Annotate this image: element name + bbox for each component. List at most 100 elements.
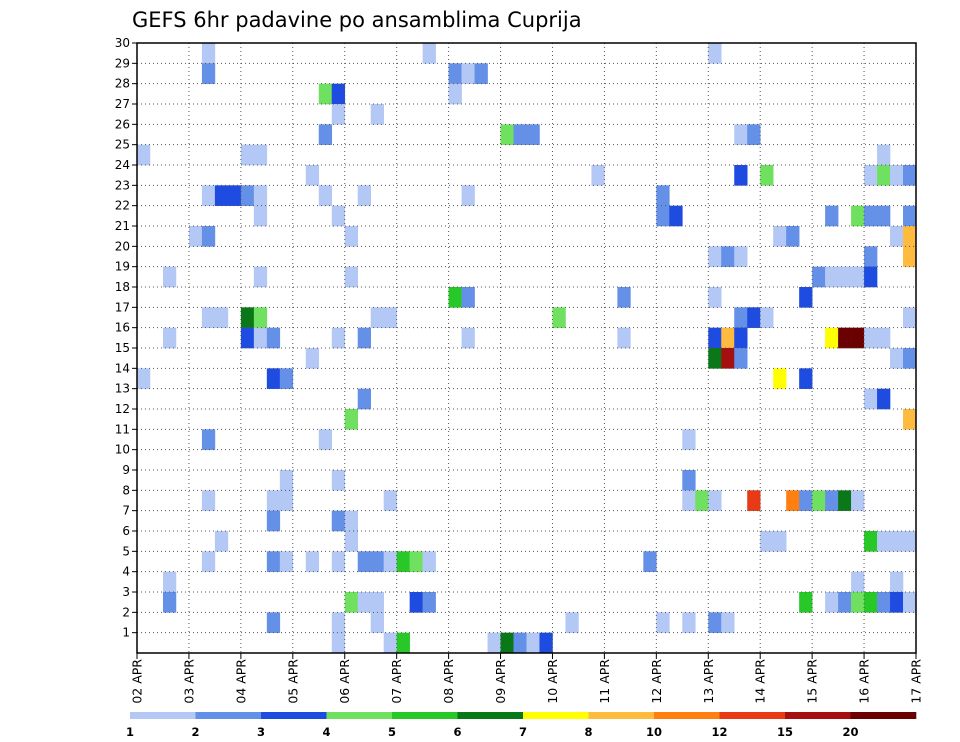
heatmap-cell (747, 307, 761, 328)
heatmap-cell (773, 368, 787, 389)
heatmap-cell (903, 409, 917, 430)
heatmap-cell (461, 327, 475, 349)
heatmap-cell (461, 287, 475, 308)
heatmap-cell (708, 287, 722, 308)
heatmap-cell (708, 490, 722, 511)
heatmap-cell (253, 205, 268, 227)
heatmap-cell (383, 551, 397, 572)
x-tick-label: 02 APR (130, 659, 145, 704)
y-tick-label: 26 (115, 117, 130, 131)
heatmap-cell (617, 287, 631, 308)
heatmap-cell (747, 490, 761, 511)
y-tick-label: 2 (122, 605, 130, 619)
heatmap-cell (669, 205, 683, 227)
heatmap-cell (903, 592, 917, 613)
heatmap-cell (721, 612, 735, 633)
heatmap-cell (201, 551, 216, 572)
heatmap-cell (851, 490, 865, 511)
heatmap-cell (877, 327, 891, 349)
colorbar-label: 1 (126, 725, 134, 739)
heatmap-cell (331, 205, 346, 227)
colorbar-label: 10 (646, 725, 662, 739)
y-tick-label: 30 (115, 36, 130, 50)
colorbar-swatch (719, 712, 786, 719)
heatmap-cell (864, 388, 878, 410)
colorbar-swatch (588, 712, 655, 719)
heatmap-cell (656, 205, 670, 227)
x-tick-label: 12 APR (649, 659, 664, 704)
heatmap-cell (318, 429, 333, 450)
heatmap-cell (812, 490, 826, 511)
y-tick-label: 6 (122, 524, 130, 538)
chart-title: GEFS 6hr padavine po ansamblima Cuprija (132, 8, 582, 32)
heatmap-cell (734, 246, 748, 267)
heatmap-cell (708, 612, 722, 633)
heatmap-cell (708, 246, 722, 267)
heatmap-cell (903, 246, 917, 267)
heatmap-cell (487, 632, 501, 654)
heatmap-cell (526, 632, 540, 654)
heatmap-cell (721, 246, 735, 267)
heatmap-cell (500, 124, 514, 145)
heatmap-cell (318, 185, 333, 206)
heatmap-cell (266, 490, 281, 511)
heatmap-cell (760, 165, 774, 186)
heatmap-cell (279, 368, 294, 389)
heatmap-cell (201, 429, 216, 450)
heatmap-cell (214, 307, 229, 328)
heatmap-cell (851, 327, 865, 349)
heatmap-cell (461, 185, 475, 206)
x-tick-label: 09 APR (493, 659, 508, 704)
heatmap-cell (708, 43, 722, 64)
heatmap-cell (877, 205, 891, 227)
colorbar-swatch (523, 712, 589, 719)
heatmap-cell (240, 307, 255, 328)
colorbar-swatch (850, 712, 917, 719)
heatmap-cell (422, 592, 436, 613)
heatmap-cell (318, 124, 333, 145)
heatmap-cell (864, 246, 878, 267)
heatmap-cell (396, 632, 410, 654)
heatmap-cell (877, 388, 891, 410)
heatmap-cell (695, 490, 709, 511)
heatmap-cell (864, 531, 878, 552)
colorbar-label: 6 (453, 725, 461, 739)
heatmap-cell (877, 165, 891, 186)
heatmap-cell (799, 287, 813, 308)
colorbar-label: 4 (322, 725, 330, 739)
heatmap-cell (344, 510, 359, 532)
x-tick-label: 13 APR (701, 659, 716, 704)
heatmap-cell (357, 388, 371, 410)
colorbar-swatch (130, 712, 196, 719)
heatmap-cell (877, 592, 891, 613)
heatmap-cell (825, 327, 839, 349)
heatmap-cell (214, 531, 229, 552)
heatmap-cell (331, 632, 346, 654)
heatmap-cell (864, 165, 878, 186)
x-axis: 02 APR 03 APR 04 APR 05 APR 06 APR 07 APR 08 A… (130, 653, 924, 704)
heatmap-cell (799, 368, 813, 389)
heatmap-cell (331, 612, 346, 633)
heatmap-cell (500, 632, 514, 654)
heatmap-cell (448, 83, 462, 105)
heatmap-cell (396, 551, 410, 572)
heatmap-cell (513, 124, 527, 145)
heatmap-cell (201, 226, 216, 247)
y-tick-label: 3 (122, 585, 130, 599)
heatmap-cell (617, 327, 631, 349)
heatmap-cell (461, 63, 475, 84)
heatmap-cell (734, 327, 748, 349)
heatmap-cell (279, 551, 294, 572)
heatmap-cell (721, 348, 735, 369)
heatmap-cell (331, 327, 346, 349)
heatmap-cell (838, 266, 852, 288)
colorbar-label: 5 (388, 725, 396, 739)
heatmap-cell (162, 266, 177, 288)
y-tick-label: 11 (115, 422, 130, 436)
heatmap-cell (721, 327, 735, 349)
heatmap-cell (357, 592, 371, 613)
heatmap-cells (137, 43, 917, 654)
y-tick-label: 19 (115, 260, 130, 274)
heatmap-cell (357, 185, 371, 206)
